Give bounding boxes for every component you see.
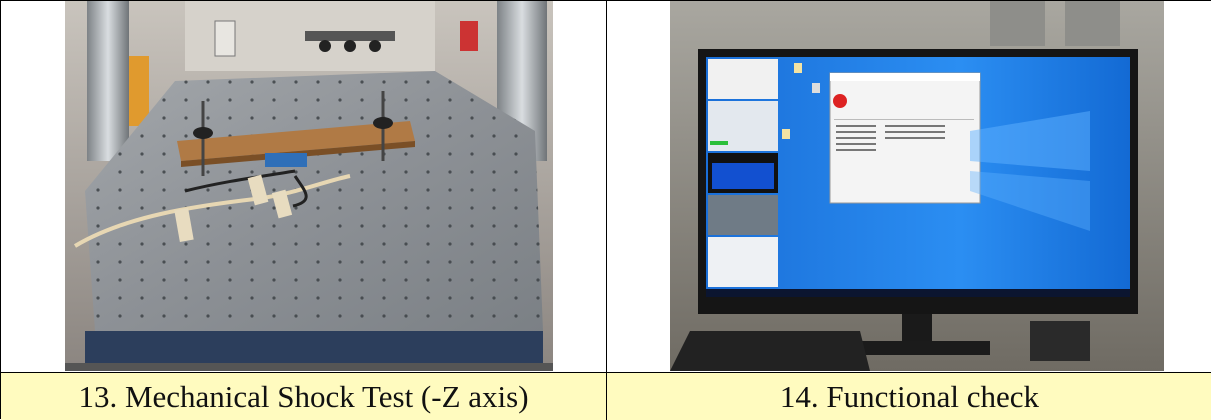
figure-13-photo-cell bbox=[1, 1, 607, 372]
figure-13-caption: 13. Mechanical Shock Test (-Z axis) bbox=[1, 372, 607, 420]
figure-13-caption-text: 13. Mechanical Shock Test (-Z axis) bbox=[78, 378, 529, 414]
monitor-photo bbox=[670, 1, 1164, 371]
figure-14-photo-cell bbox=[607, 1, 1211, 372]
monitor-image bbox=[670, 1, 1164, 371]
figure-14-caption: 14. Functional check bbox=[607, 372, 1211, 420]
figure-14-caption-text: 14. Functional check bbox=[779, 378, 1040, 414]
shock-table-photo bbox=[65, 1, 553, 371]
shock-table-image bbox=[65, 1, 553, 371]
